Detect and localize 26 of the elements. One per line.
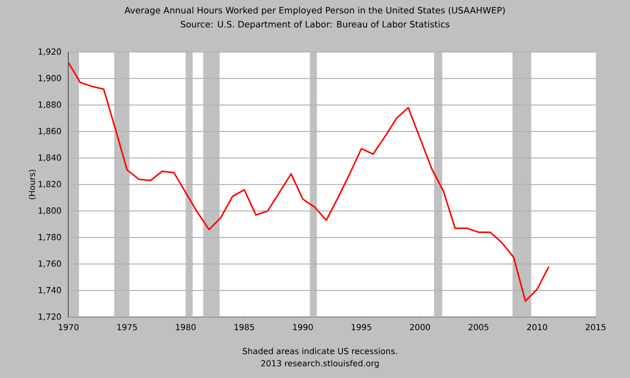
x-tick-label: 1985 <box>234 324 254 330</box>
y-tick-label: 1,760 <box>38 260 61 268</box>
y-axis-title: (Hours) <box>28 170 36 200</box>
x-tick-label: 1995 <box>352 324 372 330</box>
x-tick-label: 1970 <box>58 324 78 330</box>
x-tick-label: 2005 <box>468 324 488 330</box>
y-tick-label: 1,780 <box>38 234 61 242</box>
x-tick-label: 2000 <box>410 324 430 330</box>
x-tick-label: 1980 <box>176 324 196 330</box>
text: 2013 research.stlouisfed.org <box>261 360 379 368</box>
y-tick-label: 1,860 <box>38 128 61 136</box>
x-tick-label: 1990 <box>293 324 313 330</box>
y-tick-label: 1,920 <box>38 48 61 56</box>
y-tick-label: 1,840 <box>38 154 61 162</box>
chart-subtitle: Source: U.S. Department of Labor: Bureau of Labor Statistics <box>180 20 450 30</box>
y-tick-label: 1,720 <box>38 313 61 321</box>
y-tick-label: 1,900 <box>38 74 61 82</box>
y-tick-label: 1,880 <box>38 101 61 109</box>
x-tick-label: 2015 <box>586 324 606 330</box>
y-tick-label: 1,820 <box>38 180 61 188</box>
x-tick-label: 1975 <box>117 324 137 330</box>
y-tick-label: 1,800 <box>38 207 61 215</box>
y-tick-label: 1,740 <box>38 286 61 294</box>
chart-title: Average Annual Hours Worked per Employed Person in the United States (USAAHWEP) <box>124 6 505 16</box>
x-tick-label: 2010 <box>527 324 548 330</box>
text: Shaded areas indicate US recessions. <box>242 348 397 354</box>
